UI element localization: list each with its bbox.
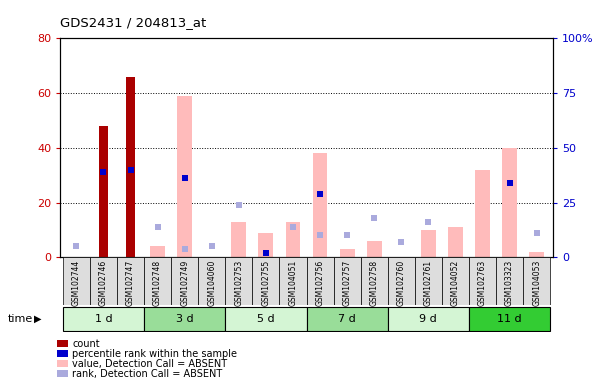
Bar bbox=[388, 257, 415, 305]
Text: GSM102753: GSM102753 bbox=[234, 260, 243, 306]
Text: GSM102755: GSM102755 bbox=[261, 260, 270, 306]
Text: ▶: ▶ bbox=[34, 314, 41, 324]
Text: GSM102763: GSM102763 bbox=[478, 260, 487, 306]
Bar bbox=[442, 257, 469, 305]
Text: GSM102748: GSM102748 bbox=[153, 260, 162, 306]
Bar bbox=[252, 257, 279, 305]
Text: GDS2431 / 204813_at: GDS2431 / 204813_at bbox=[60, 16, 206, 29]
Bar bbox=[367, 241, 382, 257]
Bar bbox=[523, 257, 550, 305]
Bar bbox=[144, 306, 225, 331]
Text: 1 d: 1 d bbox=[94, 314, 112, 324]
Bar bbox=[502, 148, 517, 257]
Bar bbox=[63, 257, 90, 305]
Bar bbox=[231, 222, 246, 257]
Bar bbox=[361, 257, 388, 305]
Bar bbox=[307, 306, 388, 331]
Text: percentile rank within the sample: percentile rank within the sample bbox=[72, 349, 237, 359]
Bar bbox=[258, 233, 273, 257]
Text: GSM102747: GSM102747 bbox=[126, 260, 135, 306]
Bar bbox=[388, 306, 469, 331]
Bar bbox=[415, 257, 442, 305]
Text: GSM104052: GSM104052 bbox=[451, 260, 460, 306]
Text: GSM102744: GSM102744 bbox=[72, 260, 81, 306]
Bar bbox=[529, 252, 544, 257]
Text: count: count bbox=[72, 339, 100, 349]
Bar bbox=[63, 306, 144, 331]
Text: GSM104053: GSM104053 bbox=[532, 260, 541, 306]
Text: GSM102749: GSM102749 bbox=[180, 260, 189, 306]
Text: 11 d: 11 d bbox=[497, 314, 522, 324]
Bar bbox=[475, 170, 490, 257]
Bar bbox=[469, 257, 496, 305]
Text: 3 d: 3 d bbox=[176, 314, 194, 324]
Text: GSM103323: GSM103323 bbox=[505, 260, 514, 306]
Bar bbox=[340, 249, 355, 257]
Bar bbox=[99, 126, 108, 257]
Bar bbox=[285, 222, 300, 257]
Bar bbox=[279, 257, 307, 305]
Bar bbox=[117, 257, 144, 305]
Text: GSM102758: GSM102758 bbox=[370, 260, 379, 306]
Bar bbox=[150, 247, 165, 257]
Text: time: time bbox=[8, 314, 33, 324]
Text: GSM102746: GSM102746 bbox=[99, 260, 108, 306]
Bar bbox=[171, 257, 198, 305]
Bar bbox=[177, 96, 192, 257]
Text: 9 d: 9 d bbox=[419, 314, 438, 324]
Bar bbox=[126, 77, 135, 257]
Bar bbox=[198, 257, 225, 305]
Text: GSM104060: GSM104060 bbox=[207, 260, 216, 306]
Text: value, Detection Call = ABSENT: value, Detection Call = ABSENT bbox=[72, 359, 227, 369]
Text: rank, Detection Call = ABSENT: rank, Detection Call = ABSENT bbox=[72, 369, 222, 379]
Bar bbox=[496, 257, 523, 305]
Text: GSM102756: GSM102756 bbox=[316, 260, 325, 306]
Bar bbox=[144, 257, 171, 305]
Text: GSM102760: GSM102760 bbox=[397, 260, 406, 306]
Bar bbox=[469, 306, 550, 331]
Bar bbox=[225, 306, 307, 331]
Bar bbox=[334, 257, 361, 305]
Text: 7 d: 7 d bbox=[338, 314, 356, 324]
Text: GSM102761: GSM102761 bbox=[424, 260, 433, 306]
Bar bbox=[90, 257, 117, 305]
Bar bbox=[225, 257, 252, 305]
Bar bbox=[307, 257, 334, 305]
Bar bbox=[313, 153, 328, 257]
Bar bbox=[448, 227, 463, 257]
Text: GSM102757: GSM102757 bbox=[343, 260, 352, 306]
Text: 5 d: 5 d bbox=[257, 314, 275, 324]
Bar bbox=[421, 230, 436, 257]
Text: GSM104051: GSM104051 bbox=[288, 260, 297, 306]
